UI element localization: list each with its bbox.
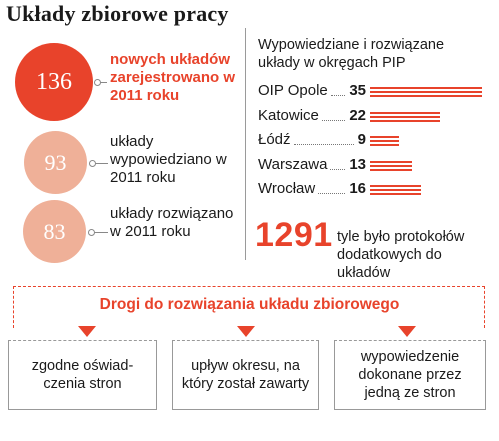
ways-title: Drogi do rozwiązania układu zbiorowego (99, 296, 400, 313)
pip-value-label: 13 (349, 155, 366, 173)
way-label: zgodne oświad-czenia stron (31, 358, 134, 392)
dissolved-agreements-circle: 83 (23, 200, 86, 263)
pip-category-label: Warszawa (258, 155, 328, 173)
pip-value-label: 16 (349, 180, 366, 197)
pip-bar (370, 158, 412, 171)
way-label: wypowiedzenie dokonane przez jedną ze st… (358, 349, 462, 401)
pip-value-label: 9 (357, 131, 366, 148)
terminated-agreements-label: układy wypowiedziano w 2011 roku (110, 133, 227, 186)
pip-row: OIP Opole 35 (258, 82, 488, 100)
page-title: Układy zbiorowe pracy (6, 1, 229, 26)
way-box-notice: wypowiedzenie dokonane przez jedną ze st… (334, 340, 486, 410)
terminated-agreements-circle: 93 (24, 131, 87, 194)
pip-leader-dots (321, 119, 345, 121)
pip-category-label: OIP Opole (258, 82, 328, 99)
arrow-down-icon (237, 326, 255, 337)
pip-leader-dots (330, 95, 345, 96)
ways-frame (13, 286, 485, 328)
protocols-number: 1291 (255, 216, 333, 254)
pip-bar (370, 134, 399, 146)
pip-row: Wrocław 16 (258, 180, 488, 198)
pip-leader-dots (318, 193, 345, 194)
arrow-down-icon (398, 326, 416, 337)
vertical-divider (245, 28, 246, 260)
dissolved-agreements-label: układy rozwiązano w 2011 roku (110, 205, 234, 240)
pip-bar (370, 85, 482, 97)
pip-category-label: Łódź (258, 131, 291, 148)
protocols-text: tyle było protokołów dodatkowych do ukła… (337, 229, 465, 281)
pip-leader-dots (293, 144, 354, 145)
way-box-term-expiry: upływ okresu, na który został zawarty (172, 340, 319, 410)
pip-bar (370, 183, 421, 195)
way-label: upływ okresu, na który został zawarty (181, 358, 310, 392)
pip-category-label: Katowice (258, 106, 319, 124)
pip-value-label: 35 (349, 82, 366, 99)
pip-row: Łódź 9 (258, 131, 488, 149)
connector-2 (89, 160, 108, 167)
connector-1 (94, 79, 107, 86)
arrow-down-icon (78, 326, 96, 337)
new-agreements-circle: 136 (15, 43, 93, 121)
pip-bar (370, 109, 440, 122)
connector-3 (88, 229, 108, 236)
pip-leader-dots (330, 168, 345, 170)
way-box-mutual-agreement: zgodne oświad-czenia stron (8, 340, 157, 410)
pip-chart-title: Wypowiedziane i rozwiązane układy w okrę… (258, 37, 445, 71)
pip-row: Warszawa 13 (258, 156, 488, 174)
new-agreements-label: nowych układów zarejestrowano w 2011 rok… (110, 51, 236, 104)
pip-category-label: Wrocław (258, 180, 316, 197)
pip-value-label: 22 (349, 106, 366, 124)
pip-row: Katowice 22 (258, 107, 488, 125)
